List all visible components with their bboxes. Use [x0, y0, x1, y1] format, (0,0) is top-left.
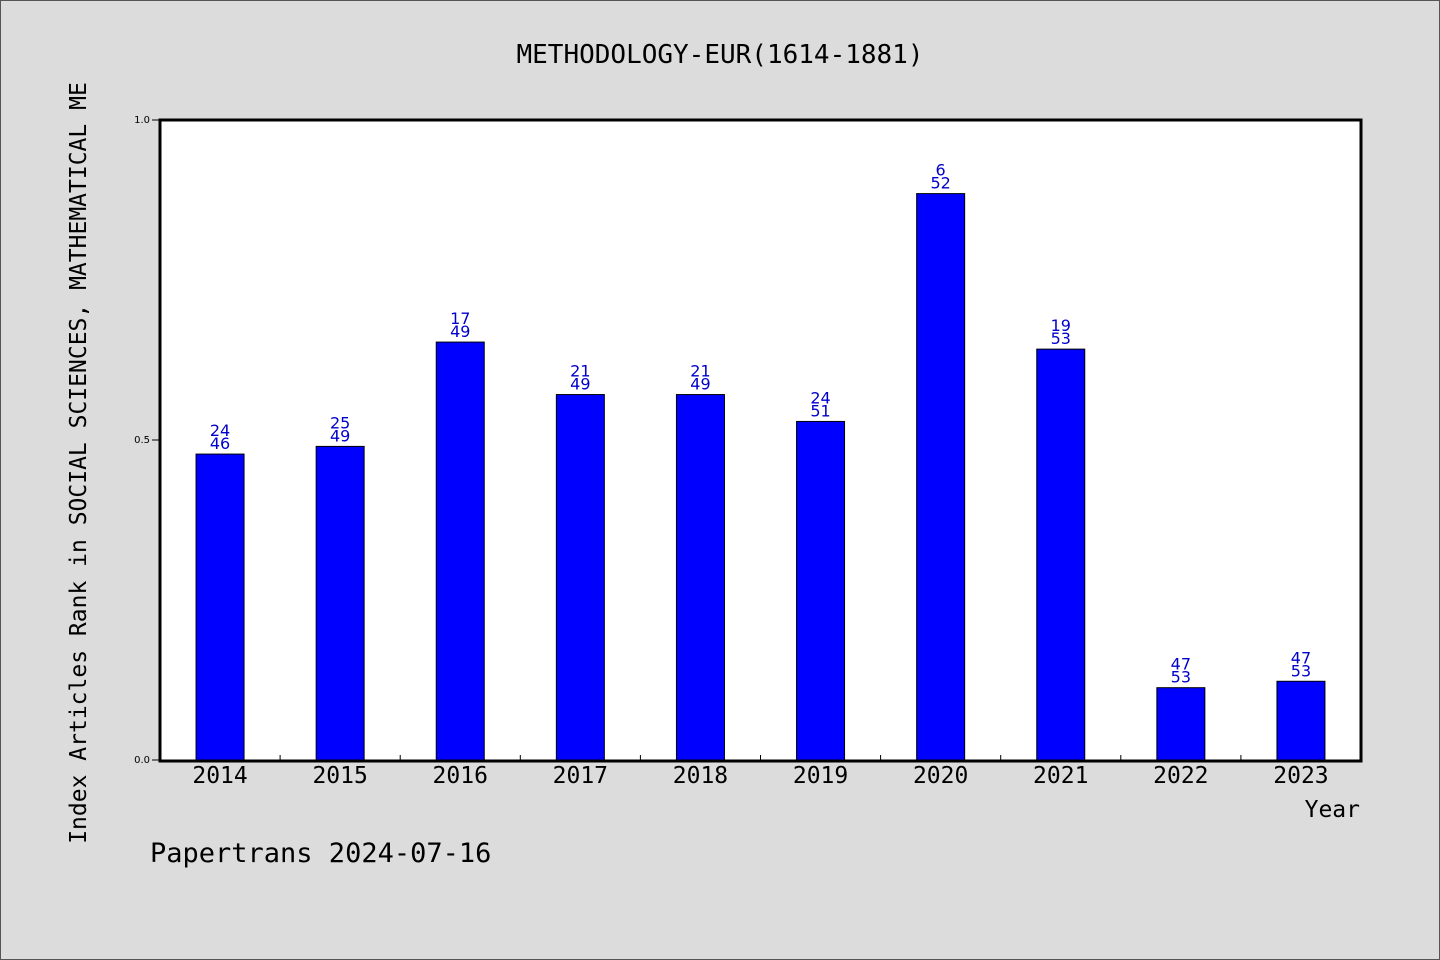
- bar-2023: [1276, 680, 1326, 761]
- bar-2017: [555, 394, 605, 761]
- x-tick-label-2016: 2016: [433, 763, 488, 789]
- y-axis-ticks: 0.0 0.5 1.0: [134, 115, 160, 766]
- plot-border: [158, 118, 1363, 763]
- bar-label-total-2017: 49: [570, 375, 590, 394]
- bar-label-rank-2014: 24: [210, 421, 230, 440]
- x-tick-label-2014: 2014: [192, 763, 247, 789]
- bar-label-total-2022: 53: [1171, 668, 1191, 687]
- x-tick-label-2018: 2018: [673, 763, 728, 789]
- bar-label-rank-2021: 19: [1051, 316, 1071, 335]
- bar-label-rank-2016: 17: [450, 309, 470, 328]
- bar-label-total-2018: 49: [690, 375, 710, 394]
- x-tick-label-2023: 2023: [1273, 763, 1328, 789]
- bar-label-rank-2023: 47: [1291, 648, 1311, 667]
- bar-2022: [1156, 687, 1206, 761]
- x-tick-label-2019: 2019: [793, 763, 848, 789]
- y-tick-label-1.0: 1.0: [134, 115, 150, 126]
- bar-label-rank-2019: 24: [810, 388, 830, 407]
- bar-2014: [195, 453, 245, 761]
- bar-label-rank-2018: 21: [690, 362, 710, 381]
- bar-label-total-2020: 52: [930, 174, 950, 193]
- y-axis-label: Index Articles Rank in SOCIAL SCIENCES, …: [66, 82, 92, 844]
- bar-label-total-2023: 53: [1291, 661, 1311, 680]
- bar-2019: [796, 420, 846, 761]
- bar-label-total-2019: 51: [810, 401, 830, 420]
- x-tick-label-2015: 2015: [312, 763, 367, 789]
- bar-2015: [315, 445, 365, 761]
- bar-label-rank-2022: 47: [1171, 655, 1191, 674]
- bar-label-total-2016: 49: [450, 322, 470, 341]
- y-tick-label-0.5: 0.5: [134, 435, 150, 446]
- x-axis-label: Year: [1305, 797, 1360, 823]
- footer-credit: Papertrans 2024-07-16: [150, 838, 491, 869]
- x-tick-label-2022: 2022: [1153, 763, 1208, 789]
- bar-label-rank-2017: 21: [570, 362, 590, 381]
- y-tick-label-0.0: 0.0: [134, 755, 150, 766]
- x-tick-label-2020: 2020: [913, 763, 968, 789]
- bar-label-total-2015: 49: [330, 426, 350, 445]
- bar-label-total-2014: 46: [210, 434, 230, 453]
- x-tick-label-2021: 2021: [1033, 763, 1088, 789]
- bar-2016: [435, 341, 485, 761]
- bar-2018: [675, 394, 725, 761]
- bar-label-total-2021: 53: [1051, 329, 1071, 348]
- bar-2021: [1036, 348, 1086, 761]
- bars-layer: [195, 193, 1326, 761]
- bar-label-rank-2020: 6: [936, 161, 946, 180]
- x-tick-label-2017: 2017: [553, 763, 608, 789]
- x-axis-ticks: 2014 2015 2016 2017 2018 2019 2020 2021 2022 2023: [192, 755, 1329, 789]
- bar-label-rank-2015: 25: [330, 413, 350, 432]
- bar-2020: [916, 193, 966, 761]
- chart-title: METHODOLOGY-EUR(1614-1881): [517, 40, 924, 70]
